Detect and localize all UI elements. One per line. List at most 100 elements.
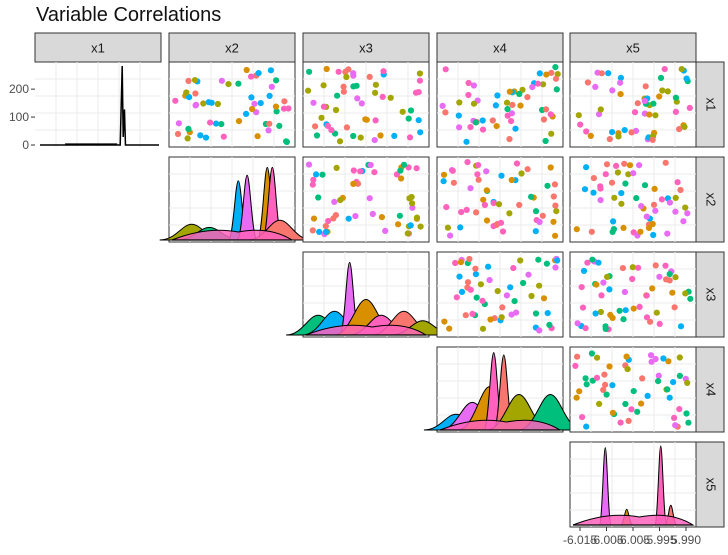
scatter-point [225,81,232,88]
scatter-point [337,197,344,204]
scatter-point [583,128,590,135]
scatter-point [621,160,628,167]
scatter-point [622,307,629,314]
scatter-point [598,70,605,77]
scatter-point [657,74,665,81]
column-strip-label: x3 [359,41,373,56]
scatter-point [257,100,264,107]
scatter-point [472,119,479,126]
scatter-point [547,164,554,171]
scatter-point [184,135,191,142]
scatter-point [441,318,448,325]
scatter-point [617,419,624,426]
scatter-point [400,161,408,168]
scatter-point [603,161,611,168]
panel-x1-x3 [302,61,430,148]
scatter-point [631,109,639,116]
scatter-point [597,106,604,113]
scatter-point [333,164,340,171]
scatter-point [609,129,616,136]
scatter-point [607,311,614,318]
scatter-point [621,288,629,296]
scatter-point [532,310,540,317]
scatter-point [672,422,679,429]
scatter-point [672,108,680,115]
scatter-point [513,309,520,316]
scatter-point [208,99,215,106]
density-mark [171,229,294,241]
scatter-point [575,112,582,119]
scatter-point [681,123,688,130]
scatter-point [623,353,630,360]
column-strip-label: x2 [225,41,239,56]
scatter-point [455,112,462,119]
scatter-point [609,87,616,94]
scatter-point [371,137,378,144]
scatter-point [416,77,423,84]
scatter-point [602,325,609,332]
scatter-point [600,279,607,286]
scatter-point [506,88,513,95]
scatter-point [324,122,331,129]
scatter-point [602,171,609,178]
scatter-point [684,210,691,217]
scatter-point [243,66,250,74]
scatter-point [487,316,494,323]
scatter-point [406,195,413,202]
scatter-point [409,204,416,211]
scatter-point [552,64,559,71]
scatter-point [536,70,543,77]
scatter-point [662,159,669,166]
panel-x3-x4 [436,251,564,338]
scatter-point [465,79,472,87]
scatter-point [536,282,543,289]
scatter-point [536,218,543,226]
scatter-point [444,224,451,231]
scatter-point [529,84,536,91]
scatter-point [322,223,329,230]
scatter-point [588,350,596,357]
y-tick-label: 200 [9,82,29,96]
scatter-point [372,81,379,88]
scatter-point [646,111,653,118]
scatter-point [457,259,464,266]
scatter-point [550,193,557,200]
scatter-point [540,116,548,123]
scatter-point [443,204,450,211]
scatter-point [580,267,588,274]
scatter-point [380,68,387,75]
scatter-point [628,129,635,136]
scatter-point [325,217,332,225]
scatter-point [472,271,479,278]
panel-x4-x5 [569,346,697,433]
scatter-point [609,409,617,416]
scatter-point [592,310,599,317]
scatter-point [220,133,227,140]
scatter-point [677,323,685,330]
row-strip-label: x4 [704,383,719,397]
scatter-point [382,227,389,234]
scatter-point [405,164,412,171]
scatter-point [283,138,290,146]
scatter-point [676,354,683,361]
scatter-point [378,214,385,221]
scatter-point [604,273,611,280]
scatter-point [336,138,344,145]
scatter-point [513,160,521,167]
scatter-point [442,109,449,116]
scatter-point [613,162,620,169]
density-mark [572,514,695,526]
scatter-point [548,69,555,76]
scatter-point [587,132,594,139]
scatter-point [366,73,373,80]
scatter-point [467,286,474,293]
scatter-point [617,79,624,86]
scatter-point [629,275,636,283]
scatter-point [680,218,687,225]
scatter-point [350,180,357,187]
scatter-point [398,175,405,182]
scatter-point [511,298,518,305]
row-strip-label: x1 [704,98,719,112]
scatter-point [415,117,422,124]
